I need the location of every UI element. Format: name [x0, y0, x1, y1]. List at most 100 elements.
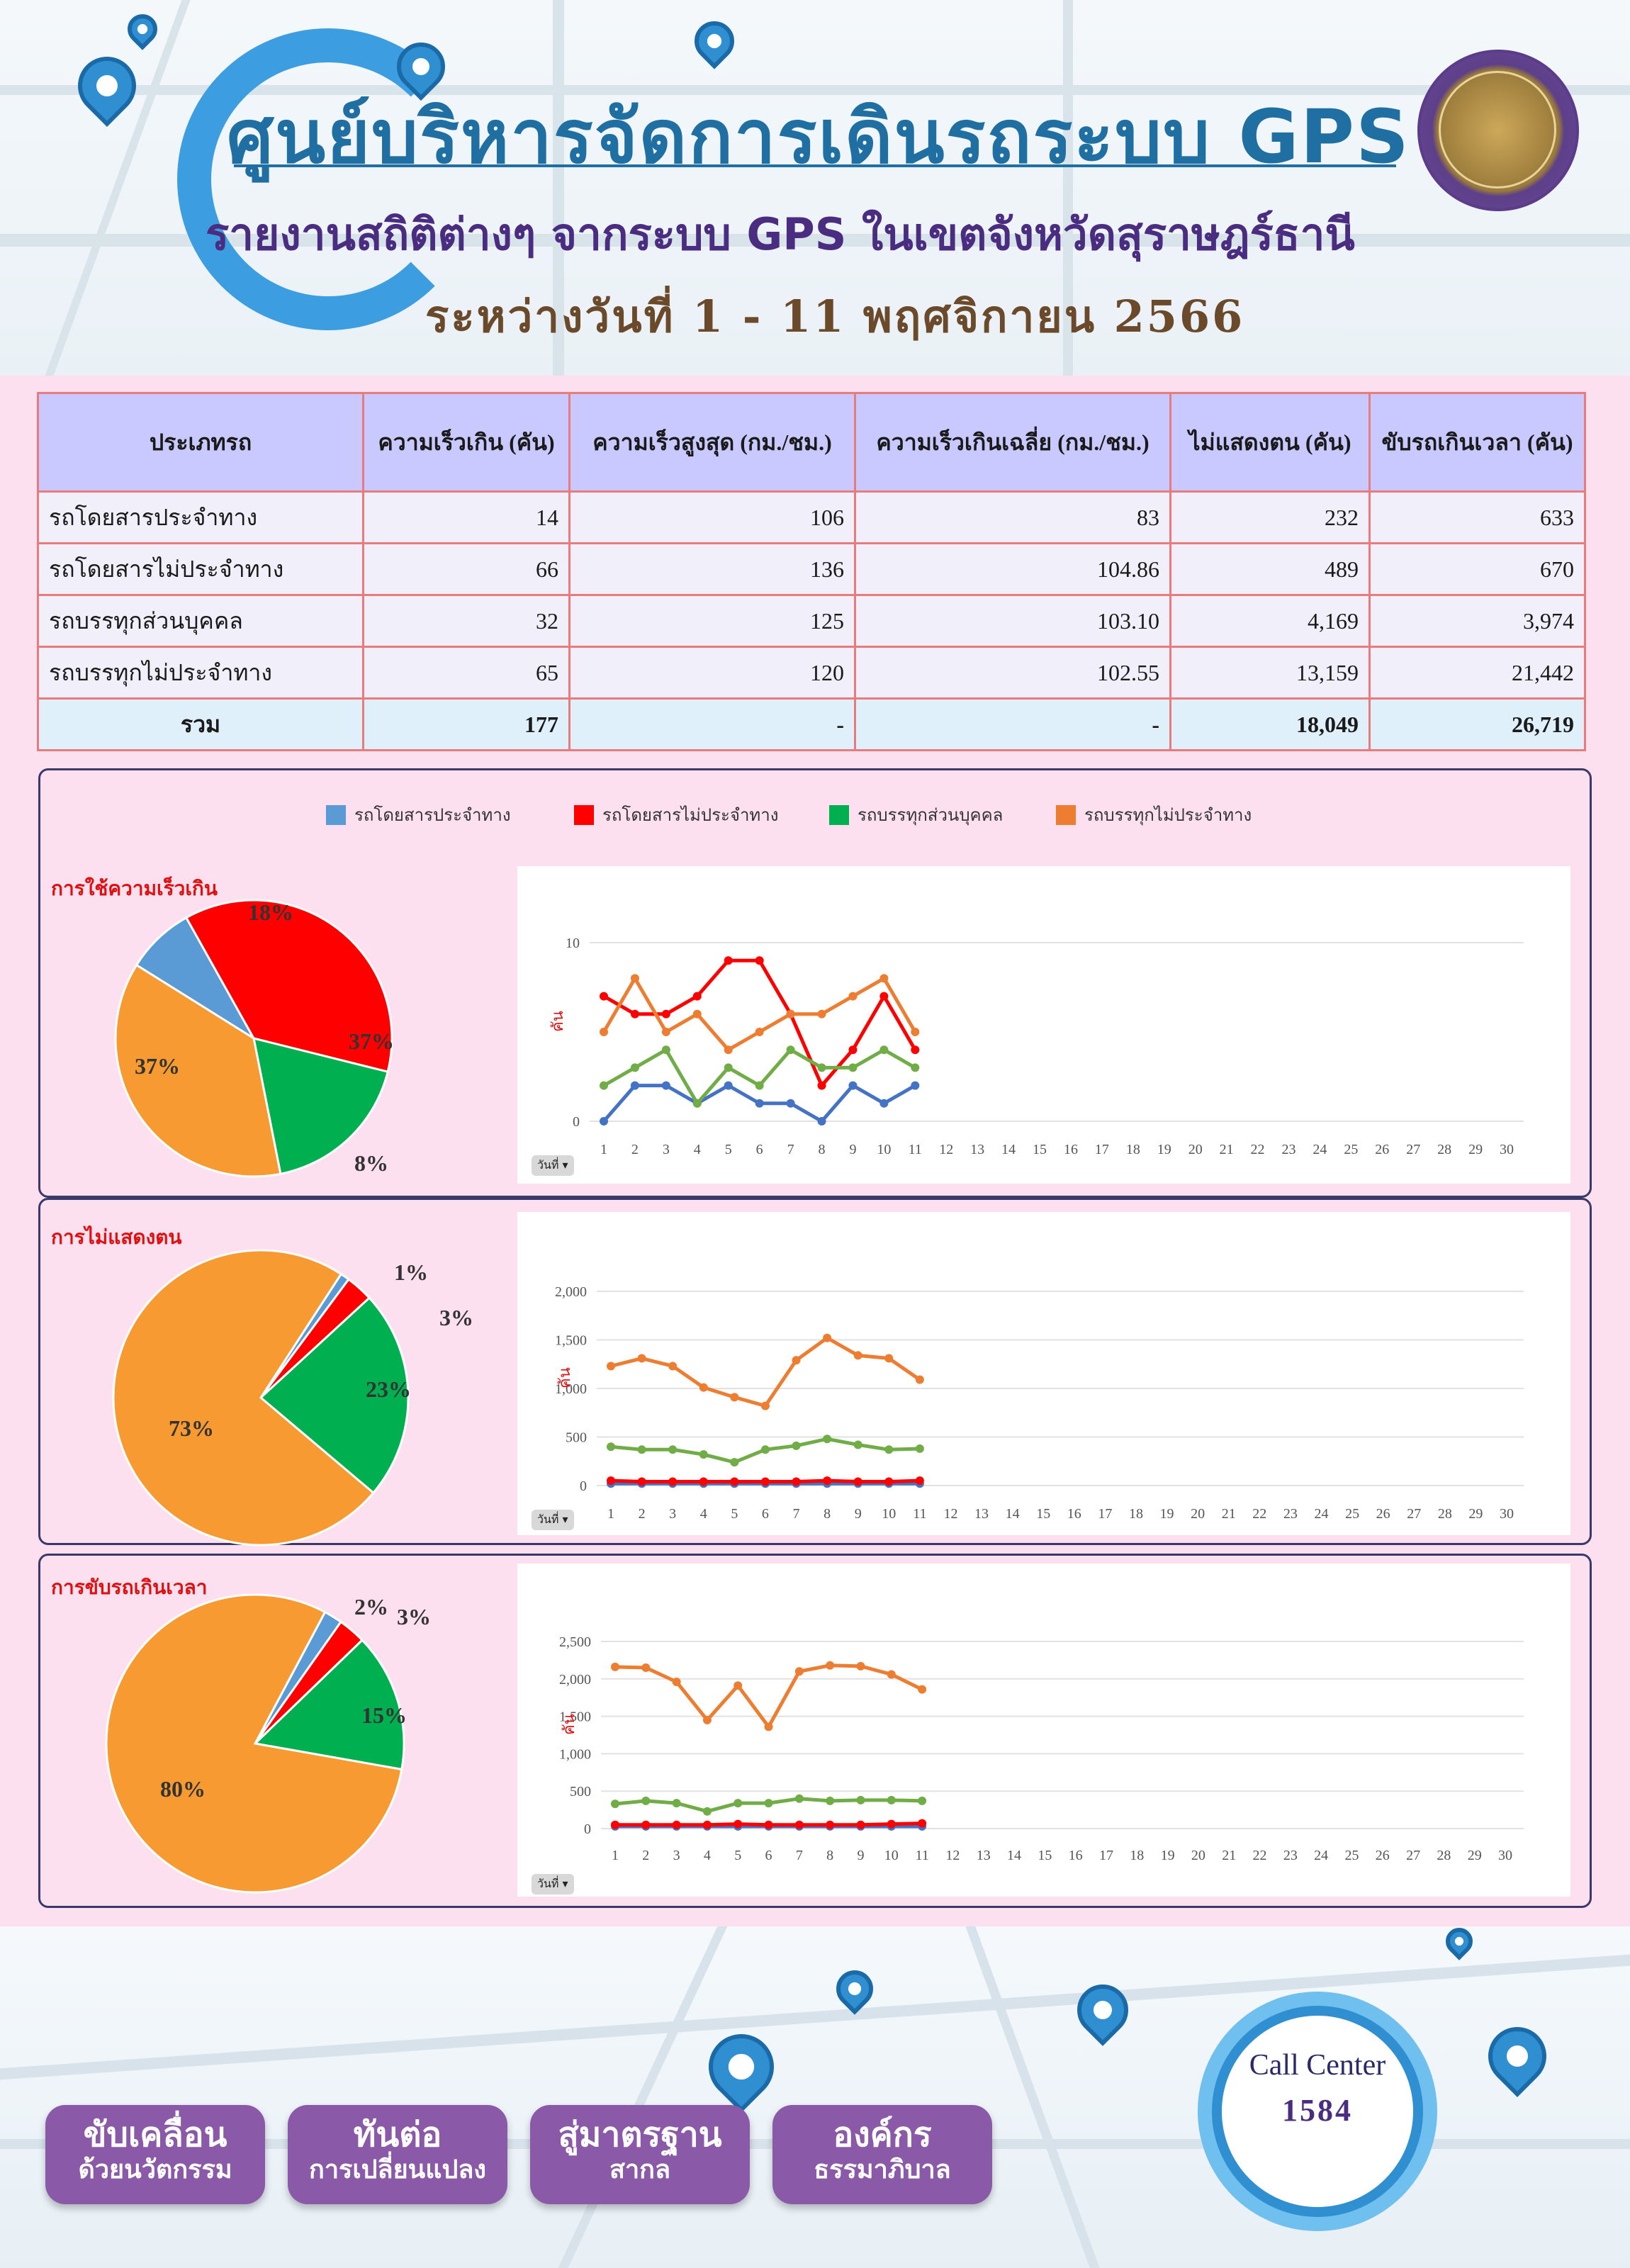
y-tick-label: 0 — [584, 1821, 591, 1837]
x-tick-label: 5 — [731, 1506, 738, 1522]
x-tick-label: 11 — [915, 1848, 928, 1863]
data-point — [600, 992, 608, 1001]
data-point — [668, 1477, 678, 1486]
x-tick-label: 10 — [884, 1848, 899, 1863]
table-cell: รถโดยสารประจำทาง — [37, 490, 364, 544]
change-button[interactable]: ทันต่อ การเปลี่ยนแปลง — [288, 2105, 507, 2204]
day-filter-label: วันที่ — [537, 1158, 559, 1172]
data-point — [699, 1477, 708, 1486]
data-point — [918, 1796, 927, 1805]
table-cell: 670 — [1368, 542, 1586, 596]
table-cell: 32 — [362, 594, 570, 648]
x-tick-label: 18 — [1126, 1142, 1140, 1157]
x-tick-label: 16 — [1064, 1142, 1078, 1157]
x-tick-label: 29 — [1468, 1506, 1483, 1522]
x-tick-label: 3 — [663, 1142, 670, 1157]
call-center-number: 1584 — [1282, 2093, 1353, 2128]
data-point — [600, 1117, 608, 1125]
table-cell: 489 — [1169, 542, 1371, 596]
data-point — [672, 1678, 681, 1687]
x-tick-label: 4 — [694, 1142, 701, 1157]
legend-swatch — [326, 804, 346, 825]
data-point — [884, 1354, 894, 1363]
data-point — [760, 1445, 770, 1454]
data-point — [672, 1820, 681, 1829]
table-cell: 18,049 — [1169, 697, 1371, 751]
pie-label: 23% — [366, 1376, 411, 1402]
day-filter-button[interactable]: วันที่ ▾ — [532, 1874, 574, 1894]
x-tick-label: 18 — [1129, 1506, 1143, 1522]
data-point — [611, 1662, 619, 1671]
pie-slice — [135, 916, 255, 1040]
x-tick-label: 13 — [974, 1506, 989, 1522]
day-filter-button[interactable]: วันที่ ▾ — [532, 1155, 574, 1176]
button-line2: ธรรมาภิบาล — [814, 2155, 951, 2184]
x-tick-label: 24 — [1313, 1142, 1327, 1157]
data-point — [641, 1820, 651, 1829]
data-point — [823, 1333, 832, 1342]
data-point — [611, 1800, 619, 1809]
innovation-button[interactable]: ขับเคลื่อน ด้วยนวัตกรรม — [45, 2105, 265, 2204]
call-center-badge[interactable] — [1212, 2006, 1423, 2217]
data-point — [792, 1441, 801, 1450]
pie-label: 8% — [354, 1150, 388, 1176]
x-tick-label: 25 — [1345, 1506, 1359, 1522]
x-tick-label: 4 — [704, 1848, 711, 1863]
column-header: ประเภทรถ — [37, 392, 364, 493]
table-cell: 65 — [362, 646, 570, 700]
button-line2: การเปลี่ยนแปลง — [309, 2155, 486, 2184]
x-tick-label: 30 — [1500, 1506, 1514, 1522]
line-plot-area — [517, 1564, 1570, 1897]
data-point — [607, 1442, 615, 1452]
day-filter-button[interactable]: วันที่ ▾ — [532, 1510, 574, 1530]
x-tick-label: 13 — [977, 1848, 991, 1863]
x-tick-label: 21 — [1220, 1142, 1234, 1157]
x-tick-label: 16 — [1067, 1506, 1081, 1522]
x-tick-label: 26 — [1376, 1848, 1390, 1863]
button-line2: ด้วยนวัตกรรม — [78, 2155, 232, 2184]
x-tick-label: 19 — [1161, 1848, 1175, 1863]
x-tick-label: 3 — [669, 1506, 676, 1522]
table-cell: - — [854, 697, 1171, 751]
standard-button[interactable]: สู่มาตรฐาน สากล — [530, 2105, 750, 2204]
table-cell: 3,974 — [1368, 594, 1586, 648]
pie-label: 37% — [349, 1028, 394, 1054]
chart-title: การใช้ความเร็วเกิน — [51, 878, 218, 900]
pie-label: 18% — [248, 899, 293, 925]
data-point — [826, 1796, 835, 1805]
data-point — [692, 1099, 702, 1108]
chart-title: การขับรถเกินเวลา — [51, 1577, 208, 1599]
data-point — [848, 1063, 858, 1072]
data-point — [755, 1081, 764, 1090]
data-point — [724, 1045, 733, 1055]
x-tick-label: 29 — [1468, 1848, 1482, 1863]
x-tick-label: 15 — [1038, 1848, 1052, 1863]
legend-item: รถบรรทุกส่วนบุคคล — [829, 801, 1003, 829]
data-point — [884, 1477, 894, 1486]
governance-button[interactable]: องค์กร ธรรมาภิบาล — [772, 2105, 992, 2204]
y-tick-label: 2,500 — [559, 1634, 591, 1650]
data-point — [702, 1807, 712, 1816]
x-tick-label: 19 — [1160, 1506, 1174, 1522]
x-tick-label: 26 — [1376, 1506, 1390, 1522]
chart-title: การไม่แสดงตน — [51, 1227, 182, 1249]
x-tick-label: 22 — [1252, 1506, 1266, 1522]
data-point — [915, 1476, 924, 1486]
x-tick-label: 20 — [1188, 1142, 1203, 1157]
y-axis-label: คัน — [549, 1011, 566, 1032]
x-tick-label: 12 — [943, 1506, 957, 1522]
legend-swatch — [1056, 804, 1076, 825]
x-tick-label: 9 — [849, 1142, 856, 1157]
data-point — [856, 1820, 865, 1829]
x-tick-label: 4 — [700, 1506, 707, 1522]
table-cell: 83 — [854, 490, 1171, 544]
x-tick-label: 2 — [639, 1506, 646, 1522]
table-cell: 13,159 — [1169, 646, 1371, 700]
x-tick-label: 8 — [826, 1848, 833, 1863]
x-tick-label: 6 — [765, 1848, 772, 1863]
data-point — [915, 1444, 924, 1453]
x-tick-label: 20 — [1191, 1848, 1205, 1863]
table-cell: รวม — [37, 697, 364, 751]
column-header: ความเร็วสูงสุด (กม./ชม.) — [568, 392, 856, 493]
data-point — [730, 1393, 739, 1402]
